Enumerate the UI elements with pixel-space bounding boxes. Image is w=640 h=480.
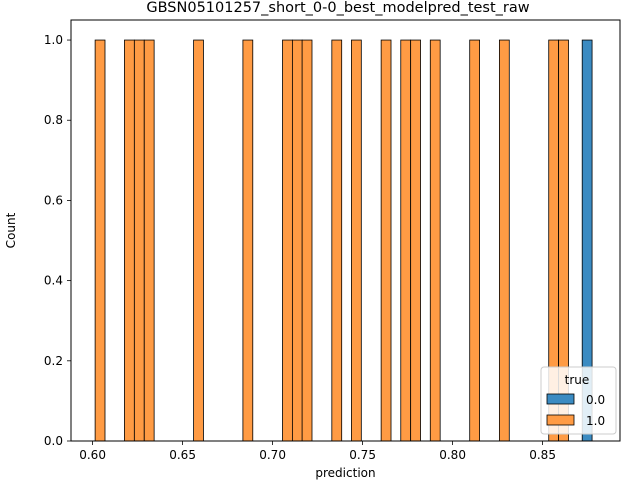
y-tick-label-0: 0.0 [44, 434, 63, 448]
bar-series-1-bin-12 [400, 39, 412, 442]
bar-series-1-bin-1 [124, 39, 135, 442]
bar-series-1-bin-8 [301, 39, 313, 442]
y-tick-label-5: 1.0 [44, 33, 63, 47]
legend-label-1: 1.0 [586, 414, 605, 428]
bar-series-1-bin-3 [143, 39, 155, 442]
y-tick-label-3: 0.6 [44, 193, 63, 207]
y-axis-label: Count [4, 212, 18, 248]
y-axis: 0.0 0.2 0.4 0.6 0.8 1.0 [44, 33, 71, 448]
legend-swatch-0 [546, 393, 575, 405]
y-tick-label-1: 0.2 [44, 354, 63, 368]
x-tick-label-1: 0.65 [169, 448, 196, 462]
bar-series-1-bin-5 [242, 39, 254, 442]
legend: true 0.0 1.0 [540, 366, 617, 435]
x-tick-label-4: 0.80 [439, 448, 466, 462]
y-tick-label-2: 0.4 [44, 274, 63, 288]
bar-series-1-bin-6 [282, 39, 293, 442]
chart-title: GBSN05101257_short_0-0_best_modelpred_te… [146, 0, 529, 16]
bar-series-1-bin-14 [429, 39, 441, 442]
x-tick-label-0: 0.60 [79, 448, 106, 462]
bar-series-1-bin-11 [380, 39, 392, 442]
bar-series-1-bin-15 [469, 39, 480, 442]
bar-series-1-bin-13 [410, 39, 421, 442]
legend-label-0: 0.0 [586, 393, 605, 407]
legend-swatch-1 [546, 414, 575, 426]
x-axis-label: prediction [315, 466, 375, 480]
y-tick-label-4: 0.8 [44, 113, 63, 127]
x-axis: 0.60 0.65 0.70 0.75 0.80 0.85 [79, 441, 556, 462]
bar-series-1-bin-7 [291, 39, 303, 442]
x-tick-label-5: 0.85 [529, 448, 556, 462]
plot-frame [70, 19, 621, 442]
x-tick-label-3: 0.75 [349, 448, 376, 462]
bar-series-1-bin-4 [193, 39, 204, 442]
bar-series-1-bin-9 [331, 39, 343, 442]
x-tick-label-2: 0.70 [259, 448, 286, 462]
legend-title: true [565, 373, 590, 387]
bar-series-1-bin-0 [94, 39, 106, 442]
bar-series-1-bin-2 [133, 39, 145, 442]
bar-series-1-bin-10 [351, 39, 362, 442]
bar-series-1-bin-16 [498, 39, 510, 442]
